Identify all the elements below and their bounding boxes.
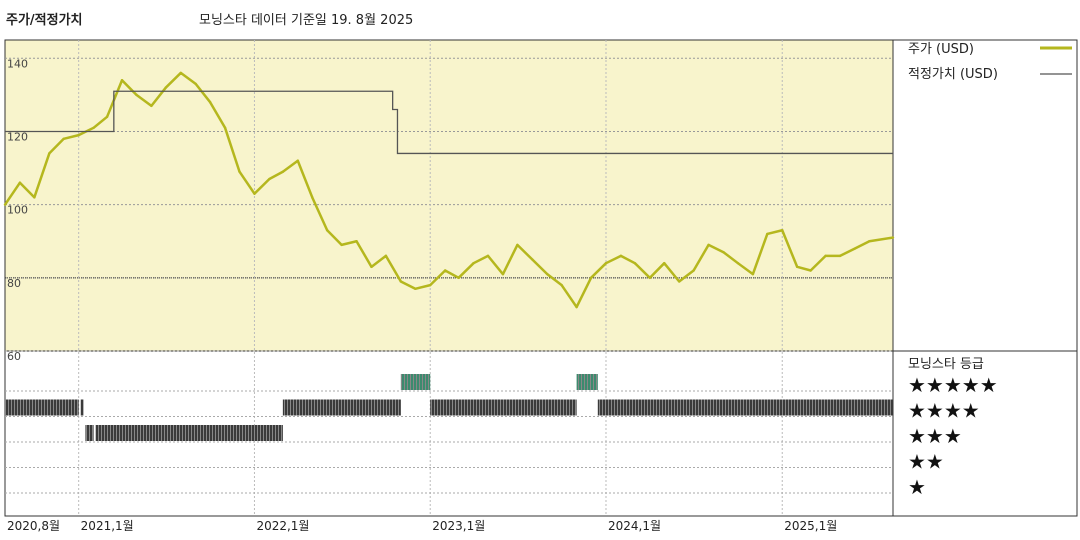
price-point xyxy=(77,133,80,137)
price-point xyxy=(722,251,725,254)
price-point xyxy=(355,240,358,243)
price-point xyxy=(296,159,299,162)
rating-panel-title: 모닝스타 등급 xyxy=(908,357,984,372)
price-point xyxy=(208,101,212,104)
price-point xyxy=(663,261,666,265)
price-point xyxy=(891,236,895,239)
legend-fair-value-label: 적정가치 (USD) xyxy=(908,67,998,82)
price-point xyxy=(414,287,417,290)
price-point xyxy=(340,243,343,247)
price-point xyxy=(384,254,388,258)
price-point xyxy=(707,243,710,247)
price-point xyxy=(546,272,549,276)
x-tick-label: 2021,1월 xyxy=(81,519,134,533)
price-point xyxy=(575,305,578,309)
price-point xyxy=(766,232,769,236)
price-point xyxy=(223,126,227,130)
rating-bar-4-stars xyxy=(282,399,401,416)
x-tick-label: 2024,1월 xyxy=(608,519,661,533)
x-tick-label: 2025,1월 xyxy=(784,519,837,533)
price-point xyxy=(325,229,329,232)
rating-level-label: ★★★ xyxy=(908,424,962,448)
price-point xyxy=(135,93,138,97)
price-point xyxy=(18,181,22,184)
price-point xyxy=(164,86,168,89)
price-point xyxy=(516,243,519,247)
price-point xyxy=(795,265,799,269)
plot-background xyxy=(5,40,893,351)
price-point xyxy=(194,82,197,86)
price-point xyxy=(619,254,623,258)
price-point xyxy=(501,272,505,276)
price-point xyxy=(781,229,784,232)
y-tick-label: 120 xyxy=(7,130,28,143)
price-point xyxy=(281,170,285,173)
price-point xyxy=(824,254,827,258)
price-point xyxy=(751,272,755,276)
price-point xyxy=(253,192,256,195)
chart-subtitle: 모닝스타 데이터 기준일 19. 8월 2025 xyxy=(199,13,414,28)
x-tick-label: 2023,1월 xyxy=(432,519,485,533)
rating-bar-4-stars xyxy=(5,399,79,416)
rating-level-label: ★★ xyxy=(908,450,944,474)
price-point xyxy=(62,137,65,140)
y-tick-label: 60 xyxy=(7,350,21,363)
price-point xyxy=(838,254,842,258)
price-point xyxy=(457,276,460,280)
price-point xyxy=(589,276,593,280)
rating-bar-4-stars xyxy=(597,399,893,416)
price-point xyxy=(692,269,695,272)
price-point xyxy=(677,280,681,283)
price-point xyxy=(809,269,812,272)
price-point xyxy=(472,261,475,265)
price-point xyxy=(120,79,124,82)
rating-bar-5-stars xyxy=(400,374,431,390)
price-point xyxy=(633,261,637,265)
price-point xyxy=(486,254,490,258)
rating-bar-3-stars xyxy=(95,425,283,441)
rating-bar-3-stars xyxy=(85,425,94,441)
price-point xyxy=(48,152,51,155)
price-point xyxy=(150,104,153,108)
y-tick-label: 100 xyxy=(7,204,28,217)
price-point xyxy=(33,196,36,199)
price-point xyxy=(268,177,271,181)
price-point xyxy=(604,261,608,265)
price-point xyxy=(853,247,857,250)
rating-bar-4-stars xyxy=(430,399,577,416)
rating-level-label: ★★★★ xyxy=(908,399,980,423)
price-point xyxy=(429,283,432,287)
price-point xyxy=(311,196,314,199)
price-point xyxy=(238,170,241,173)
price-point xyxy=(179,71,182,75)
x-tick-label: 2022,1월 xyxy=(256,519,309,533)
x-tick-label: 2020,8월 xyxy=(7,519,60,533)
y-tick-label: 140 xyxy=(7,57,28,70)
y-tick-label: 80 xyxy=(7,277,21,290)
rating-level-label: ★ xyxy=(908,475,926,499)
price-point xyxy=(443,269,447,272)
price-point xyxy=(736,261,740,265)
price-point xyxy=(648,276,652,280)
price-point xyxy=(3,203,7,206)
price-point xyxy=(92,126,95,130)
price-point xyxy=(370,265,373,269)
rating-level-label: ★★★★★ xyxy=(908,373,998,397)
rating-bar-5-stars xyxy=(576,374,598,390)
price-point xyxy=(531,258,534,261)
fair-value-series-line xyxy=(5,90,893,155)
rating-bar-4-stars xyxy=(80,399,84,416)
price-point xyxy=(399,280,403,283)
price-point xyxy=(868,240,871,243)
chart-title: 주가/적정가치 xyxy=(6,13,83,28)
price-point xyxy=(560,283,563,287)
legend-price-label: 주가 (USD) xyxy=(908,42,974,57)
price-point xyxy=(105,115,109,119)
